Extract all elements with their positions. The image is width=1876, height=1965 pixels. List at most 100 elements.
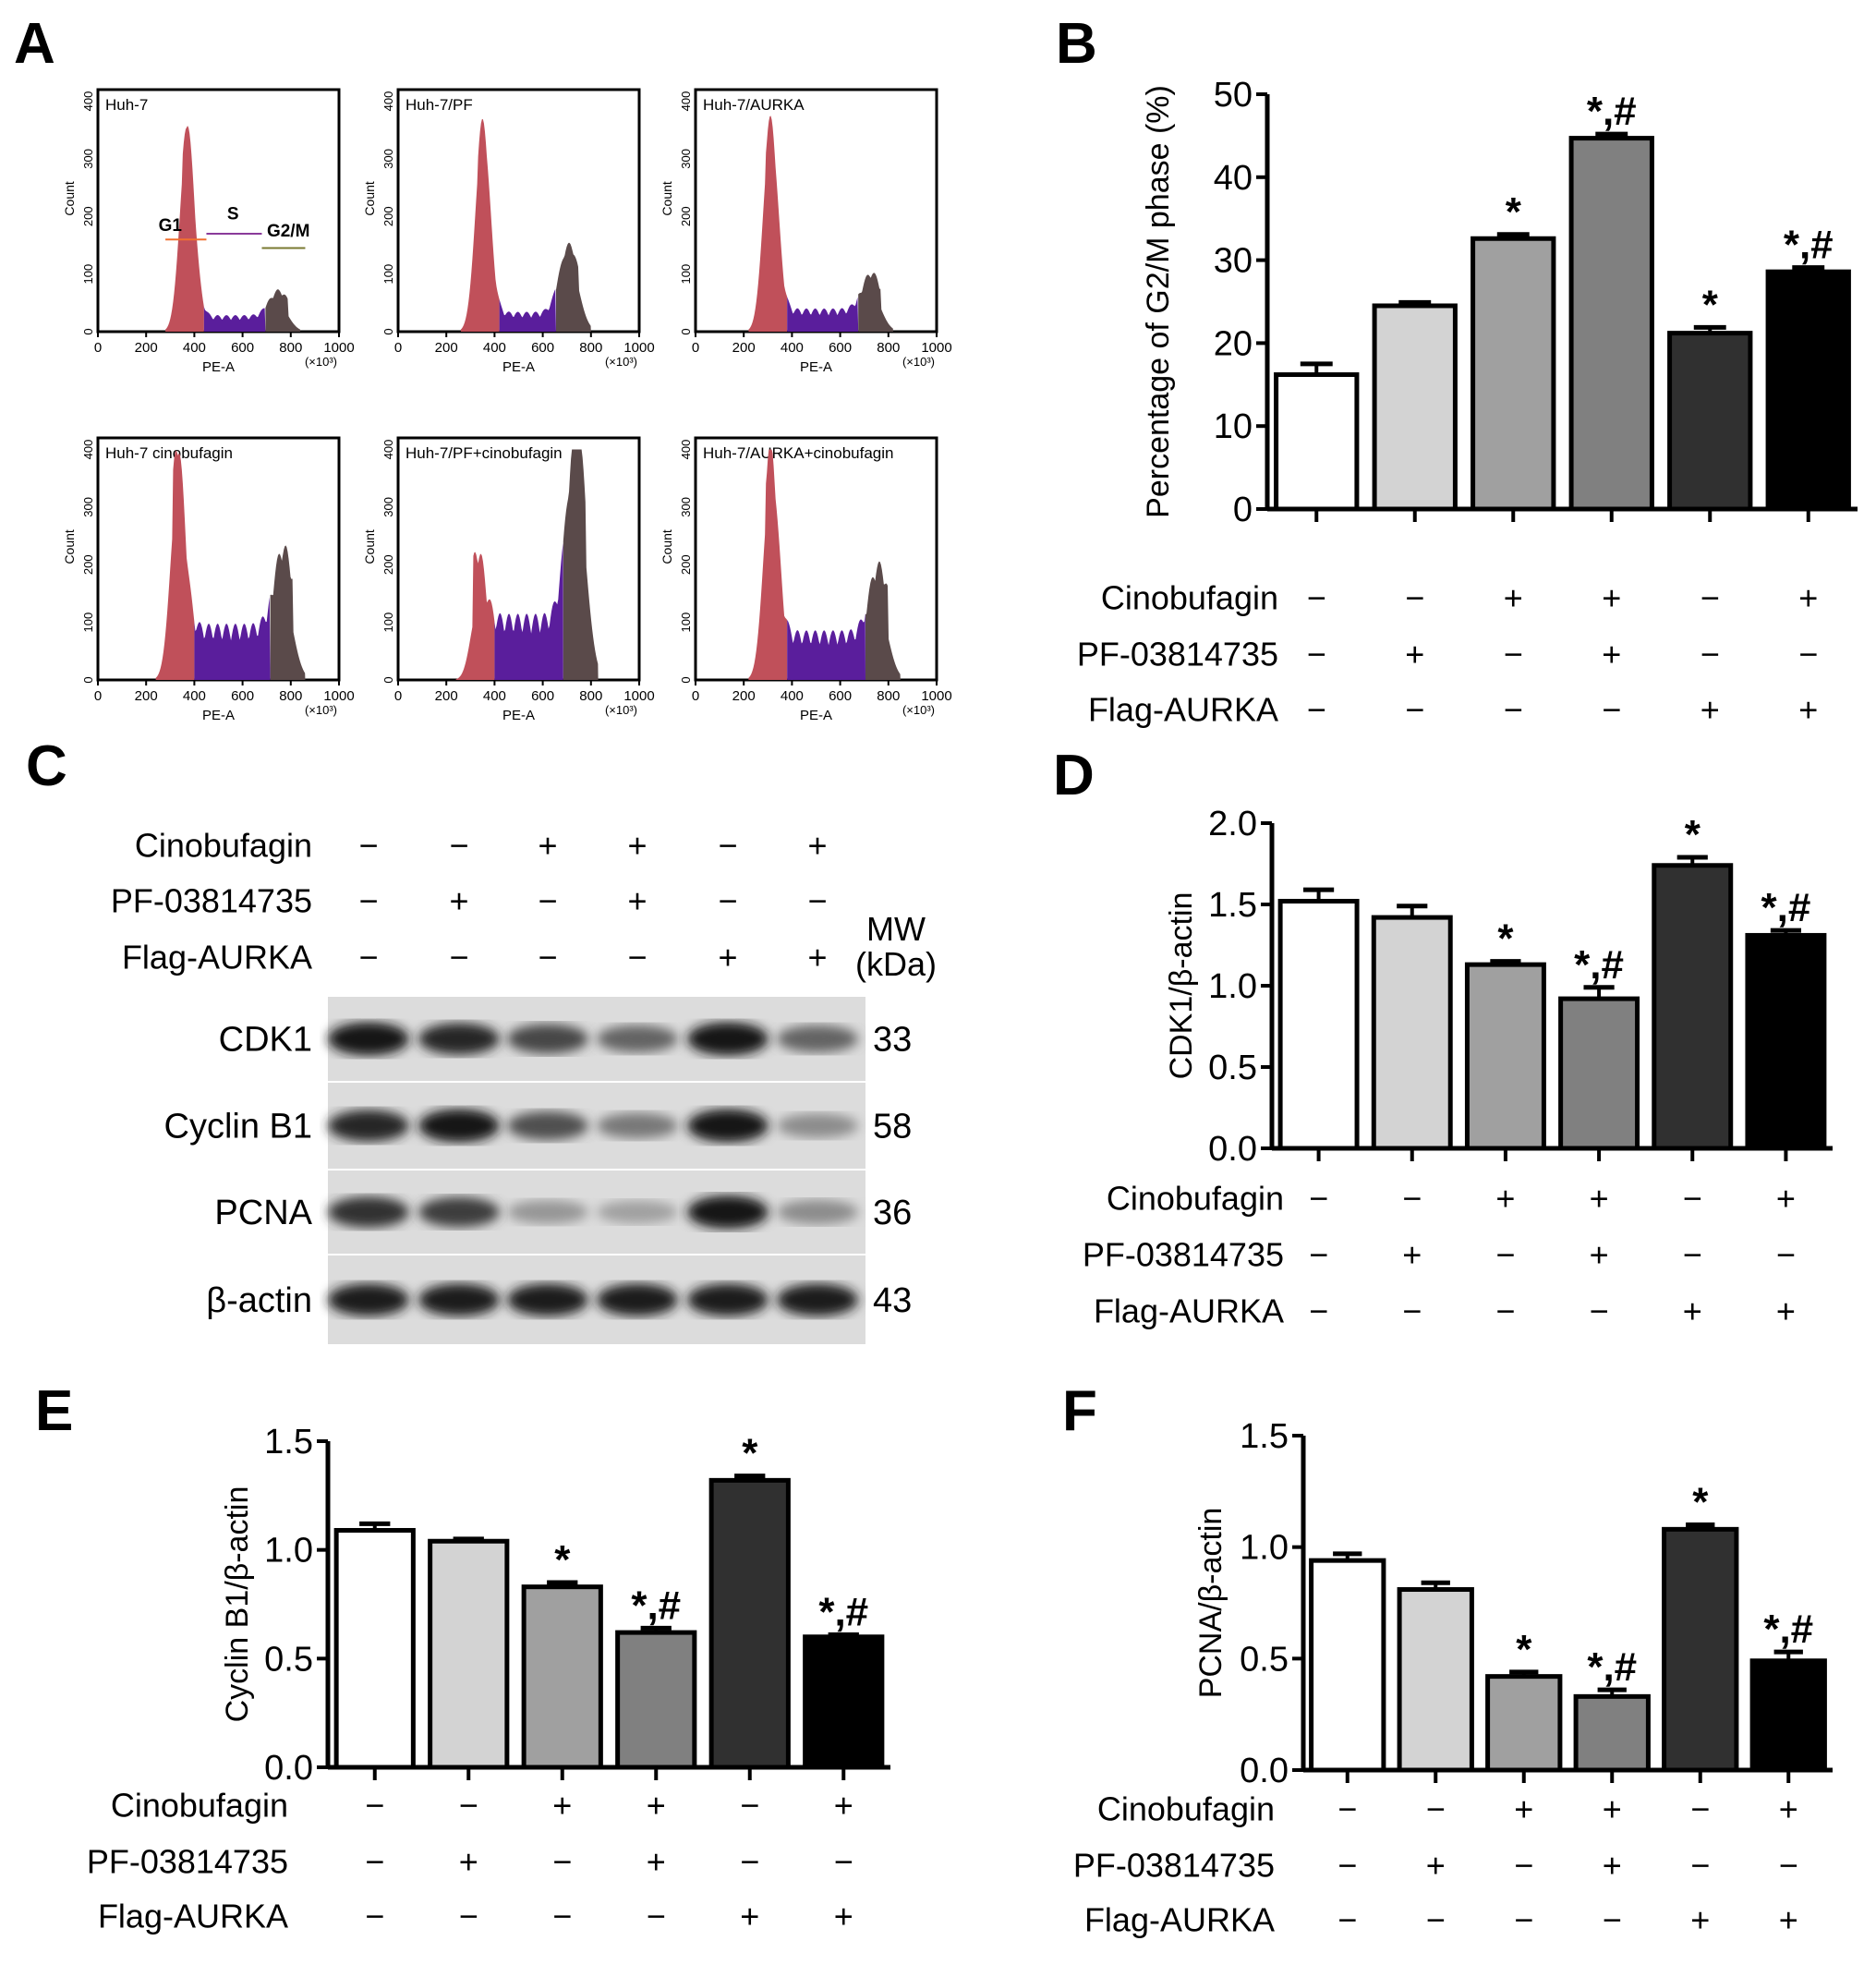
condition-label: Flag-AURKA — [1084, 1901, 1275, 1939]
x-axis-label: PE-A — [800, 359, 832, 375]
condition-label: PF-03814735 — [1083, 1236, 1284, 1274]
histogram-title: Huh-7/PF — [405, 96, 473, 114]
x-tick-label: 1000 — [323, 340, 354, 356]
protein-band — [687, 1195, 769, 1229]
condition-sign: + — [1776, 1180, 1796, 1218]
s-area — [787, 297, 859, 332]
condition-label: PF-03814735 — [1077, 636, 1278, 673]
y-axis-label: Percentage of G2/M phase (%) — [1141, 85, 1176, 518]
condition-sign: − — [1495, 1236, 1515, 1274]
condition-label: Flag-AURKA — [1094, 1292, 1284, 1330]
y-tick-label: 1.0 — [264, 1532, 313, 1571]
bar — [1568, 136, 1654, 512]
condition-sign: + — [1683, 1292, 1702, 1330]
g2m-area — [563, 449, 599, 680]
significance-label: * — [1497, 916, 1514, 962]
significance-label: * — [1692, 1480, 1709, 1525]
x-tick-label: 800 — [877, 688, 900, 704]
condition-sign: − — [834, 1843, 853, 1881]
blot-row-label: PCNA — [214, 1194, 312, 1232]
condition-sign: + — [538, 827, 557, 865]
bar — [803, 1634, 885, 1770]
g2m-area — [858, 273, 894, 332]
condition-sign: − — [1701, 636, 1720, 673]
mw-header: MW — [866, 910, 926, 948]
protein-band — [597, 1200, 678, 1224]
y-tick-label: 0.5 — [264, 1640, 313, 1679]
panel-label-e: E — [35, 1379, 73, 1443]
condition-sign: − — [740, 1787, 759, 1825]
x-tick-label: 800 — [579, 340, 602, 356]
condition-sign: − — [1307, 579, 1326, 617]
histogram-title: Huh-7/AURKA+cinobufagin — [703, 444, 893, 462]
condition-sign: − — [552, 1843, 572, 1881]
protein-band — [507, 1024, 588, 1054]
condition-sign: + — [834, 1898, 853, 1935]
y-axis-label: Count — [362, 181, 377, 215]
histogram-frame — [396, 88, 641, 334]
g2m-area — [270, 545, 306, 680]
condition-sign: + — [740, 1898, 759, 1935]
condition-sign: − — [1603, 1901, 1622, 1939]
x-tick-label: 200 — [135, 340, 158, 356]
condition-sign: − — [449, 827, 468, 865]
condition-sign: + — [1779, 1790, 1798, 1828]
x-tick-label: 0 — [692, 340, 699, 356]
condition-sign: − — [627, 939, 647, 976]
condition-sign: − — [538, 939, 557, 976]
g1-area — [748, 115, 788, 332]
s-area — [787, 613, 866, 680]
bar — [1274, 372, 1360, 512]
condition-sign: − — [365, 1787, 384, 1825]
g1-area — [155, 450, 195, 680]
condition-sign: − — [718, 882, 737, 920]
condition-sign: − — [740, 1843, 759, 1881]
x-tick-label: 1000 — [623, 340, 654, 356]
y-tick-label: 200 — [381, 206, 395, 226]
significance-label: *,# — [1574, 942, 1624, 988]
condition-sign: − — [1602, 691, 1621, 729]
y-tick-label: 0 — [81, 676, 95, 683]
y-tick-label: 300 — [81, 149, 95, 169]
condition-sign: − — [1309, 1236, 1328, 1274]
condition-sign: − — [1683, 1180, 1702, 1218]
bar — [1573, 1693, 1651, 1773]
x-tick-label: 1000 — [921, 688, 951, 704]
panel-label-a: A — [14, 12, 55, 76]
molecular-weight: 58 — [873, 1108, 912, 1146]
significance-label: *,# — [1763, 1607, 1813, 1652]
protein-band — [328, 1110, 409, 1142]
condition-sign: − — [1690, 1790, 1710, 1828]
condition-sign: − — [718, 827, 737, 865]
condition-sign: − — [1337, 1901, 1357, 1939]
condition-sign: − — [1307, 636, 1326, 673]
condition-sign: − — [365, 1843, 384, 1881]
y-tick-label: 100 — [679, 613, 693, 633]
y-tick-label: 400 — [381, 91, 395, 112]
condition-sign: + — [1776, 1292, 1796, 1330]
bar — [333, 1527, 416, 1770]
g1-label: G1 — [159, 216, 183, 236]
y-tick-label: 200 — [679, 554, 693, 575]
histogram-title: Huh-7 cinobufagin — [105, 444, 233, 462]
blot-row-label: β-actin — [206, 1281, 312, 1320]
bar — [1558, 996, 1640, 1151]
condition-sign: + — [718, 939, 737, 976]
protein-band — [418, 1109, 500, 1143]
condition-sign: − — [1683, 1236, 1702, 1274]
condition-sign: − — [1690, 1847, 1710, 1885]
significance-label: *,# — [1587, 1644, 1637, 1690]
condition-sign: − — [552, 1898, 572, 1935]
x-unit-label: (×10³) — [305, 703, 337, 717]
protein-band — [507, 1200, 588, 1224]
x-tick-label: 800 — [877, 340, 900, 356]
condition-sign: − — [1307, 691, 1326, 729]
y-tick-label: 100 — [679, 264, 693, 285]
x-tick-label: 600 — [531, 340, 554, 356]
x-tick-label: 400 — [183, 688, 206, 704]
condition-sign: − — [1309, 1180, 1328, 1218]
x-tick-label: 0 — [94, 340, 102, 356]
blot-row-label: Cyclin B1 — [164, 1108, 313, 1146]
histogram-title: Huh-7/PF+cinobufagin — [405, 444, 563, 462]
